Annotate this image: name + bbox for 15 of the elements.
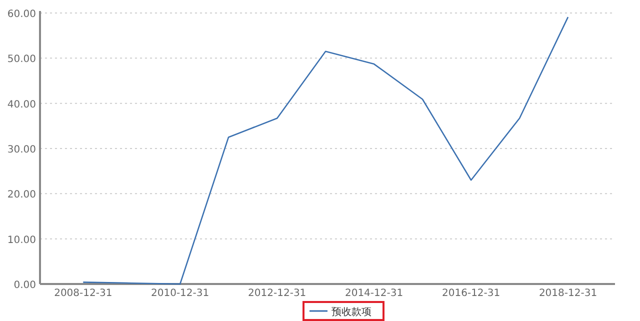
x-tick-label: 2012-12-31 [248,288,306,299]
y-tick-label: 20.00 [7,190,36,201]
x-tick-label: 2014-12-31 [344,288,404,299]
legend: 预收款项 [302,301,384,321]
y-tick-label: 60.00 [7,9,36,20]
y-tick-label: 0.00 [14,280,36,291]
y-tick-label: 50.00 [7,54,36,66]
y-tick-label: 30.00 [7,144,36,156]
y-tick-label: 40.00 [7,99,36,110]
x-tick-label: 2010-12-31 [151,288,210,299]
x-tick-label: 2008-12-31 [54,288,112,299]
x-tick-label: 2018-12-31 [538,288,598,299]
x-tick-label: 2016-12-31 [442,288,500,299]
y-tick-label: 10.00 [7,234,36,246]
legend-label: 预收款项 [332,307,372,318]
